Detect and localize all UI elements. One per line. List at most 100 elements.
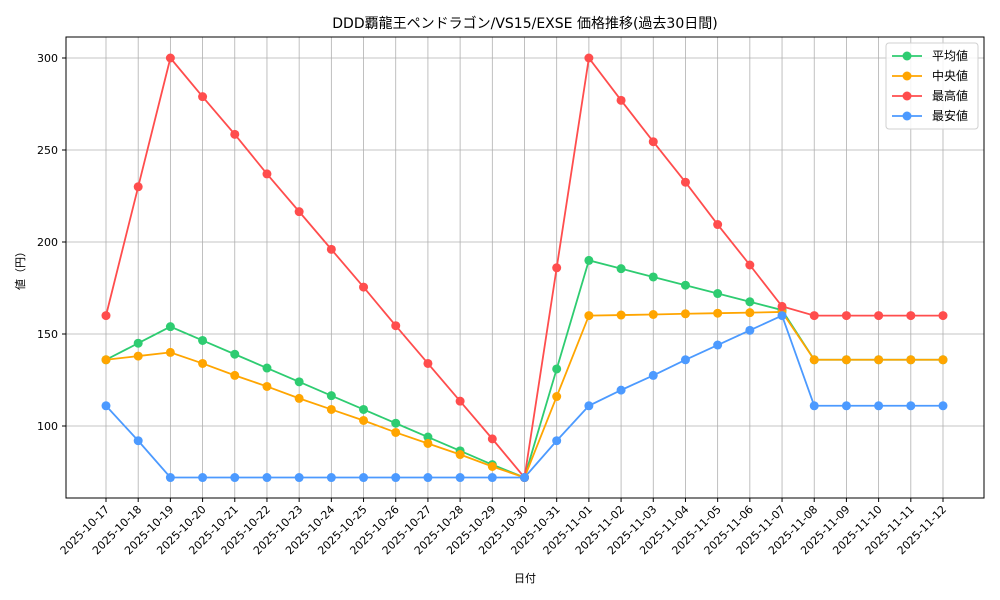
data-point: [874, 355, 884, 365]
data-point: [230, 349, 240, 359]
data-point: [648, 370, 658, 380]
y-axis: 100 150 200 250 300: [37, 52, 66, 433]
data-point: [745, 325, 755, 335]
data-point: [552, 364, 562, 374]
data-point: [874, 401, 884, 411]
data-point: [359, 404, 369, 414]
data-point: [680, 280, 690, 290]
data-point: [423, 432, 433, 442]
data-point: [680, 355, 690, 365]
data-point: [294, 207, 304, 217]
data-point: [294, 473, 304, 483]
data-point: [326, 391, 336, 401]
data-point: [680, 309, 690, 319]
legend-label: 平均値: [932, 48, 968, 63]
data-point: [294, 393, 304, 403]
data-point: [133, 351, 143, 361]
data-point: [584, 53, 594, 63]
data-point: [294, 377, 304, 387]
data-point: [616, 310, 626, 320]
legend-label: 最高値: [932, 88, 968, 103]
series-最高値: [101, 53, 948, 483]
chart-title: DDD覇龍王ペンドラゴン/VS15/EXSE 価格推移(過去30日間): [332, 15, 717, 32]
data-point: [906, 401, 916, 411]
data-point: [487, 461, 497, 471]
series-最安値: [101, 311, 948, 483]
data-point: [391, 427, 401, 437]
data-series: [101, 53, 948, 483]
data-point: [391, 418, 401, 428]
data-point: [326, 404, 336, 414]
data-point: [648, 309, 658, 319]
data-point: [359, 415, 369, 425]
data-point: [552, 263, 562, 273]
data-point: [198, 335, 208, 345]
data-point: [906, 311, 916, 321]
y-tick-label: 300: [37, 52, 58, 65]
data-point: [198, 358, 208, 368]
data-point: [101, 355, 111, 365]
x-axis: 2025-10-172025-10-182025-10-192025-10-20…: [58, 498, 949, 557]
data-point: [938, 401, 948, 411]
data-point: [552, 436, 562, 446]
data-point: [809, 401, 819, 411]
y-tick-label: 250: [37, 144, 58, 157]
y-tick-label: 150: [37, 328, 58, 341]
data-point: [938, 311, 948, 321]
legend-marker-icon: [902, 91, 912, 101]
legend-label: 中央値: [932, 68, 968, 83]
data-point: [391, 321, 401, 331]
data-point: [841, 401, 851, 411]
data-point: [165, 473, 175, 483]
data-point: [455, 396, 465, 406]
legend-item: 最安値: [892, 108, 968, 123]
data-point: [777, 311, 787, 321]
data-point: [906, 355, 916, 365]
data-point: [165, 322, 175, 332]
data-point: [584, 401, 594, 411]
data-point: [841, 311, 851, 321]
data-point: [552, 392, 562, 402]
data-point: [487, 473, 497, 483]
data-point: [745, 308, 755, 318]
y-tick-label: 200: [37, 236, 58, 249]
data-point: [230, 370, 240, 380]
data-point: [745, 260, 755, 270]
data-point: [423, 438, 433, 448]
legend-marker-icon: [902, 71, 912, 81]
data-point: [455, 450, 465, 460]
data-point: [616, 95, 626, 105]
legend-item: 平均値: [892, 48, 968, 63]
data-point: [359, 473, 369, 483]
data-point: [455, 473, 465, 483]
data-point: [713, 220, 723, 230]
legend-marker-icon: [902, 51, 912, 61]
data-point: [874, 311, 884, 321]
data-point: [648, 137, 658, 147]
data-point: [777, 301, 787, 311]
y-tick-label: 100: [37, 420, 58, 433]
data-point: [326, 473, 336, 483]
data-point: [101, 401, 111, 411]
data-point: [584, 255, 594, 265]
data-point: [938, 355, 948, 365]
data-point: [262, 473, 272, 483]
legend-marker-icon: [902, 111, 912, 121]
data-point: [133, 338, 143, 348]
data-point: [809, 311, 819, 321]
data-point: [262, 363, 272, 373]
data-point: [713, 340, 723, 350]
data-point: [391, 473, 401, 483]
data-point: [841, 355, 851, 365]
data-point: [745, 297, 755, 307]
data-point: [648, 272, 658, 282]
legend-label: 最安値: [932, 108, 968, 123]
data-point: [165, 53, 175, 63]
data-point: [359, 282, 369, 292]
grid-lines: [66, 37, 984, 498]
y-axis-label: 値（円）: [14, 246, 27, 290]
data-point: [230, 129, 240, 139]
data-point: [584, 311, 594, 321]
